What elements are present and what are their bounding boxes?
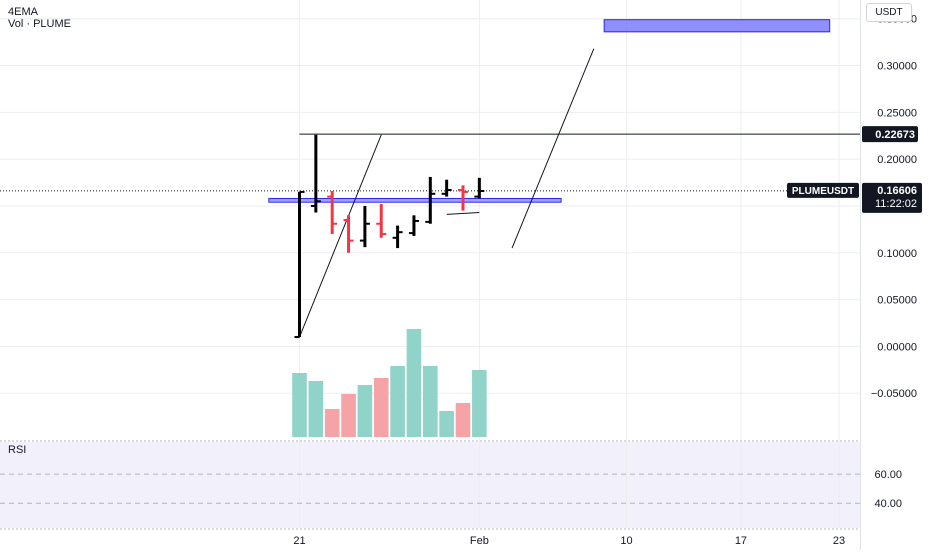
zones[interactable]: [268, 19, 831, 203]
price-tick-label: 0.25000: [877, 107, 917, 119]
rsi-legend[interactable]: RSI: [8, 444, 27, 456]
rsi-pane-background: [0, 442, 860, 528]
volume-bar: [308, 381, 324, 437]
level-price-text: 0.22673: [875, 129, 915, 141]
symbol-tag: [787, 182, 859, 198]
volume-legend[interactable]: Vol · PLUME: [8, 18, 71, 30]
ohlc-bar[interactable]: [294, 190, 305, 339]
price-tick-label: 0.05000: [877, 295, 917, 307]
volume-bars: [292, 329, 487, 437]
trendline[interactable]: [299, 134, 382, 338]
time-tick-label: 10: [620, 535, 632, 547]
ema-legend[interactable]: 4EMA: [8, 6, 38, 18]
current-price-tag: [862, 182, 922, 213]
time-tick-label: 21: [293, 535, 305, 547]
volume-bar: [390, 366, 405, 437]
price-tick-label: 0.10000: [877, 248, 917, 260]
volume-bar: [341, 394, 356, 437]
volume-bar: [324, 409, 340, 437]
trendline[interactable]: [446, 212, 480, 215]
rsi-tick-label: 40.00: [874, 498, 902, 510]
ohlc-bar[interactable]: [343, 215, 354, 253]
time-tick-label: 23: [833, 535, 845, 547]
price-tick-label: 0.20000: [877, 154, 917, 166]
ohlc-bar[interactable]: [327, 190, 338, 235]
price-tick-label: 0.30000: [877, 61, 917, 73]
volume-bar: [406, 329, 422, 437]
volume-bar: [357, 385, 373, 437]
price-tick-label: 0.00000: [877, 341, 917, 353]
ohlc-bar[interactable]: [310, 134, 321, 213]
volume-bar: [455, 403, 471, 437]
price-bars[interactable]: [294, 134, 485, 339]
volume-bar: [373, 378, 389, 437]
volume-bar: [439, 411, 454, 437]
ohlc-bar[interactable]: [458, 185, 468, 211]
support-zone[interactable]: [268, 197, 562, 203]
ohlc-bar[interactable]: [441, 179, 452, 197]
price-axis[interactable]: 0.350000.300000.250000.200000.150000.100…: [860, 0, 932, 550]
level-price-tag: [862, 126, 918, 143]
rsi-tick-label: 60.00: [874, 469, 902, 481]
price-axis-background: [860, 0, 932, 550]
bar-countdown-text: 11:22:02: [875, 198, 917, 210]
volume-bar: [423, 366, 438, 437]
trendline[interactable]: [511, 48, 595, 249]
price-tick-label: −0.05000: [871, 388, 917, 400]
volume-bar: [292, 373, 307, 437]
ohlc-bar[interactable]: [359, 205, 370, 248]
time-axis[interactable]: 21 Feb 10 17 23: [0, 530, 860, 550]
ohlc-bar[interactable]: [474, 177, 485, 199]
time-tick-label: Feb: [470, 535, 489, 547]
ohlc-bar[interactable]: [392, 225, 403, 249]
time-tick-label: 17: [735, 535, 747, 547]
current-price-text: 0.16606: [877, 185, 917, 197]
symbol-tag-text: PLUMEUSDT: [792, 186, 854, 197]
target-zone[interactable]: [603, 19, 831, 33]
volume-bar: [472, 370, 487, 437]
time-axis-background: [0, 530, 860, 550]
ohlc-bar[interactable]: [376, 204, 387, 238]
ohlc-bar[interactable]: [408, 215, 419, 236]
ohlc-bar[interactable]: [425, 176, 436, 224]
currency-selector[interactable]: USDT: [866, 3, 912, 22]
